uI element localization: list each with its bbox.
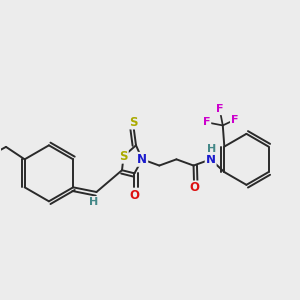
Text: S: S <box>129 116 137 128</box>
Text: N: N <box>137 153 147 166</box>
Text: S: S <box>119 150 128 163</box>
Text: N: N <box>206 153 216 166</box>
Text: O: O <box>129 189 140 202</box>
Text: F: F <box>216 104 224 114</box>
Text: F: F <box>203 117 210 127</box>
Text: H: H <box>207 144 216 154</box>
Text: H: H <box>89 197 98 207</box>
Text: O: O <box>189 182 199 194</box>
Text: F: F <box>231 115 238 125</box>
